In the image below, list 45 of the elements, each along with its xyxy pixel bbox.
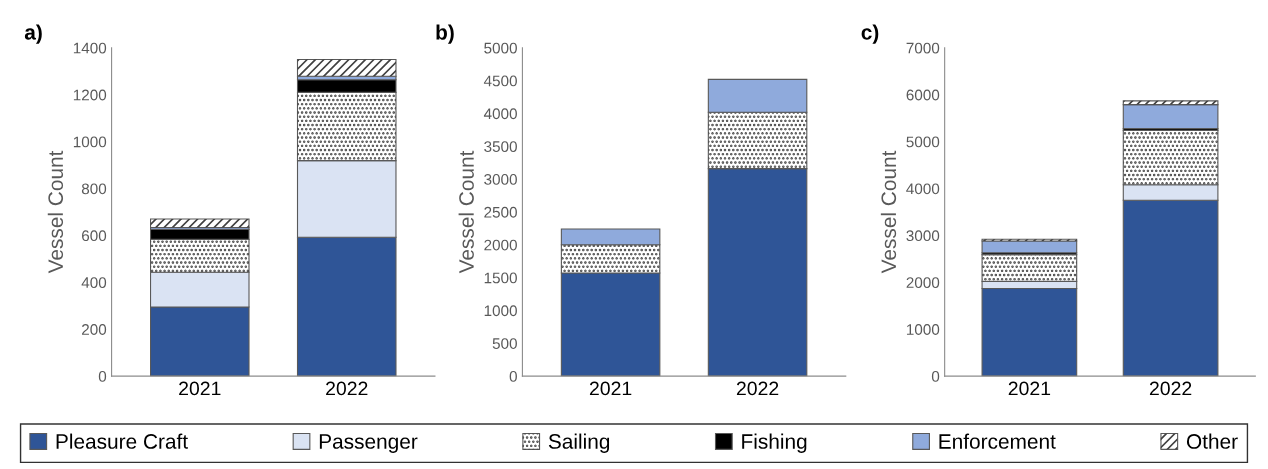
x-tick-label: 2022 (326, 381, 368, 396)
chart-title: a) (24, 24, 42, 44)
x-tick-label: 2022 (736, 381, 779, 396)
x-tick-label: 2021 (589, 381, 632, 396)
y-tick-label: 400 (81, 277, 107, 289)
y-tick-label: 3000 (484, 174, 517, 185)
x-tick-label: 2022 (1149, 381, 1192, 396)
y-tick-label: 5000 (906, 136, 940, 148)
y-tick-label: 4000 (483, 108, 517, 120)
legend-label: Other (1186, 433, 1238, 449)
y-tick-label: 500 (492, 338, 517, 349)
x-tick-label: 2021 (1008, 381, 1051, 396)
y-axis-title: Vessel Count (47, 150, 64, 274)
y-tick-label: 1000 (484, 305, 517, 317)
y-tick-label: 4000 (906, 183, 940, 195)
y-tick-label: 800 (81, 183, 107, 195)
y-tick-label: 1000 (906, 324, 940, 335)
y-tick-label: 5000 (484, 42, 517, 54)
legend-label: Fishing (742, 433, 807, 453)
chart-title: c) (861, 24, 879, 44)
y-tick-label: 1400 (73, 42, 107, 54)
y-axis-title: Vessel Count (458, 150, 474, 274)
legend-label: Pleasure Craft (56, 433, 188, 449)
y-tick-label: 1200 (73, 89, 107, 101)
y-tick-label: 0 (98, 371, 107, 382)
y-tick-label: 0 (509, 371, 517, 382)
y-tick-label: 3000 (906, 230, 940, 242)
y-tick-label: 1500 (484, 272, 517, 284)
legend-label: Passenger (319, 434, 418, 453)
y-tick-label: 4500 (483, 75, 517, 87)
legend-label: Sailing (548, 433, 610, 453)
y-tick-label: 3500 (484, 141, 517, 153)
legend-label: Enforcement (939, 433, 1056, 449)
y-tick-label: 2000 (906, 277, 940, 289)
y-tick-label: 1000 (73, 136, 107, 148)
y-tick-label: 7000 (906, 42, 940, 54)
y-tick-label: 0 (931, 371, 940, 382)
x-tick-label: 2021 (179, 381, 221, 396)
chart-title: b) (436, 24, 454, 44)
y-tick-label: 2000 (484, 239, 517, 251)
y-tick-label: 200 (82, 324, 107, 335)
y-tick-label: 2500 (484, 206, 517, 218)
y-tick-label: 6000 (906, 89, 940, 101)
y-tick-label: 600 (82, 230, 107, 242)
y-axis-title: Vessel Count (880, 150, 897, 274)
